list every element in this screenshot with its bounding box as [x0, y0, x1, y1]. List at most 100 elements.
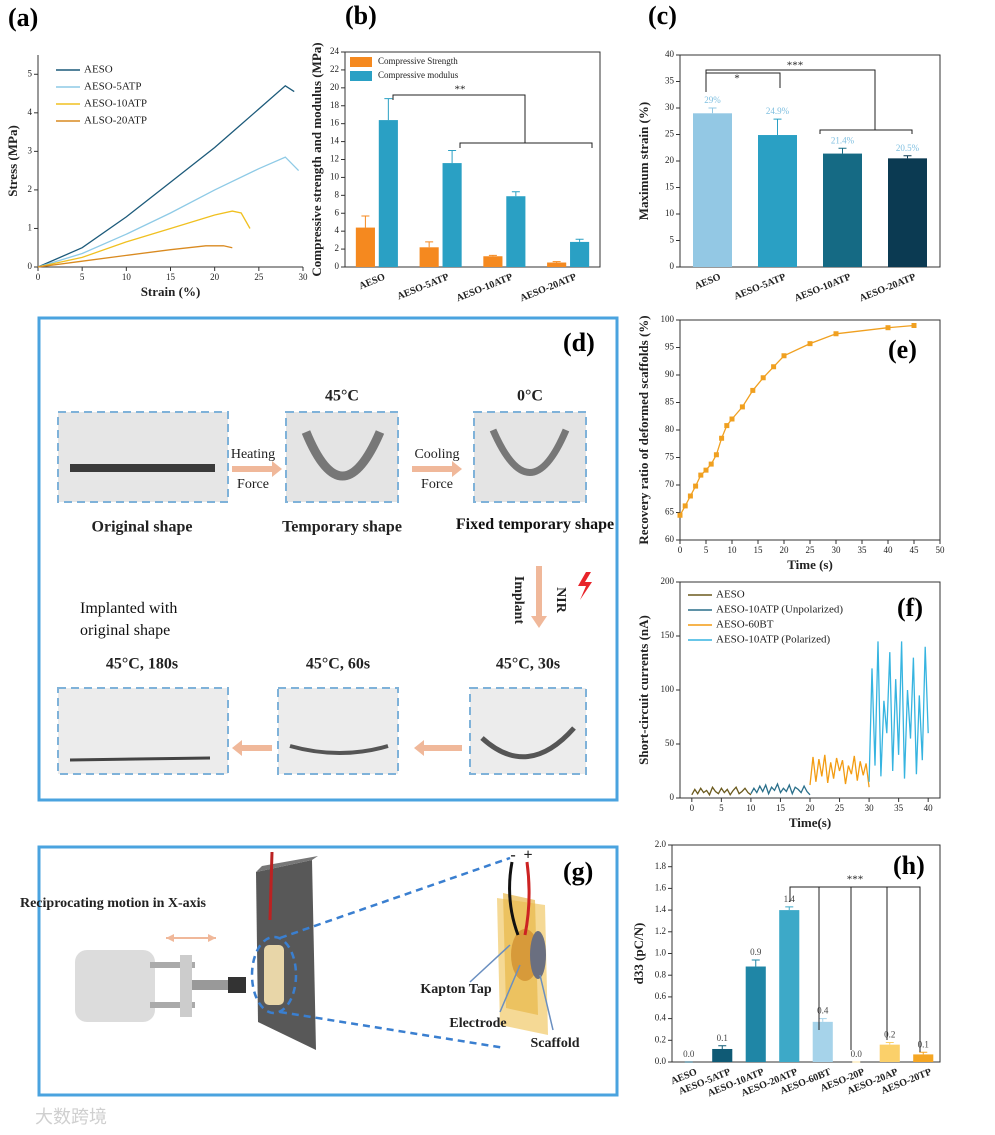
watermark: 大数跨境: [35, 1107, 107, 1128]
x-tick-label: 15: [754, 545, 764, 555]
y-tick-label: 95: [665, 342, 675, 352]
label: 45°C, 60s: [306, 656, 370, 673]
x-tick-label: AESO-10ATP: [455, 272, 515, 305]
x-axis-label: Time (s): [787, 557, 833, 572]
marker: [729, 416, 735, 422]
marker: [781, 353, 787, 359]
label: Implant: [511, 576, 526, 625]
panel-label: (b): [345, 1, 377, 30]
x-tick-label: AESO-10ATP: [793, 272, 853, 305]
samples: [69, 428, 576, 762]
panel-label: (d): [563, 328, 595, 357]
x-tick-label: 15: [166, 272, 176, 282]
line: [691, 785, 752, 797]
y-tick-label: 35: [665, 76, 675, 86]
legend-label: AESO-10ATP (Polarized): [716, 634, 830, 646]
x-tick-label: AESO: [693, 272, 723, 292]
marker: [885, 325, 891, 331]
marker: [760, 375, 766, 381]
line: [809, 754, 870, 788]
bar: [506, 196, 526, 267]
y-tick-label: 0.2: [655, 1034, 666, 1044]
y-tick-label: 0: [670, 261, 675, 271]
y-tick-label: 65: [665, 507, 675, 517]
y-tick-label: 25: [665, 129, 675, 139]
value-label: 20.5%: [896, 143, 920, 153]
bar: [483, 256, 503, 267]
y-tick-label: 10: [330, 171, 340, 181]
error-bar: [575, 238, 584, 242]
marker: [719, 435, 725, 441]
x-tick-label: 10: [746, 803, 756, 813]
y-tick-label: 80: [665, 424, 675, 434]
bar: [758, 135, 797, 267]
x-tick-label: AESO: [357, 272, 387, 292]
error-bar: [785, 906, 794, 911]
y-tick-label: 100: [661, 314, 675, 324]
y-tick-label: 70: [665, 479, 675, 489]
y-tick-label: 12: [330, 154, 339, 164]
label: Force: [421, 477, 453, 492]
y-tick-label: 50: [665, 738, 675, 748]
panel-label: (c): [648, 1, 677, 30]
bar: [888, 158, 927, 267]
bar: [378, 120, 398, 267]
y-tick-label: 22: [330, 64, 339, 74]
x-tick-label: 0: [690, 803, 695, 813]
line: [868, 641, 929, 782]
panel-label: (g): [563, 857, 593, 886]
error-bar: [773, 118, 782, 136]
bar: [745, 966, 766, 1062]
y-tick-label: 1: [28, 223, 33, 233]
y-tick-label: 0: [335, 261, 340, 271]
marker: [698, 472, 704, 478]
bar: [570, 241, 590, 267]
label: Original shape: [92, 519, 193, 536]
x-tick-label: 10: [122, 272, 132, 282]
label: Temporary shape: [282, 519, 402, 536]
x-tick-label: 0: [36, 272, 41, 282]
error-bar: [448, 150, 457, 164]
label: Electrode: [449, 1016, 506, 1031]
x-tick-label: AESO-20ATP: [519, 272, 579, 305]
label: Fixed temporary shape: [455, 516, 615, 533]
legend-label: AESO-60BT: [716, 619, 774, 631]
y-tick-label: 1.4: [655, 904, 667, 914]
x-tick-label: 45: [910, 545, 920, 555]
y-tick-label: 75: [665, 452, 675, 462]
marker: [703, 467, 709, 473]
marker: [724, 423, 730, 429]
error-bar: [384, 98, 393, 121]
y-tick-label: 5: [28, 68, 33, 78]
value-label: 24.9%: [766, 106, 790, 116]
line: [679, 324, 915, 516]
x-tick-label: 20: [780, 545, 790, 555]
y-tick-label: 0.8: [655, 969, 667, 979]
y-tick-label: 15: [665, 182, 675, 192]
label: Reciprocating motion in X-axis: [20, 896, 207, 911]
x-tick-label: 30: [832, 545, 842, 555]
error-bar: [708, 107, 717, 114]
y-tick-label: 20: [330, 82, 340, 92]
error-bar: [552, 261, 561, 263]
y-tick-label: 1.0: [655, 948, 667, 958]
error-bar: [885, 1041, 894, 1045]
marker: [911, 323, 917, 328]
y-tick-label: 1.6: [655, 882, 667, 892]
line: [37, 245, 233, 268]
nir-icon: [578, 572, 592, 600]
bar: [823, 153, 862, 267]
x-tick-label: 5: [704, 545, 709, 555]
error-bar: [718, 1045, 727, 1049]
y-tick-label: 90: [665, 369, 675, 379]
x-tick-label: 30: [299, 272, 309, 282]
panel-frame: [37, 845, 619, 1097]
value-label: 0.0: [851, 1049, 863, 1059]
line: [37, 156, 300, 268]
x-tick-label: 5: [719, 803, 724, 813]
y-axis-label: d33 (pC/N): [631, 923, 646, 985]
panel-frame: [37, 316, 619, 802]
y-axis-label: Short-circuit currents (nA): [636, 615, 651, 765]
x-tick-label: AESO-5ATP: [396, 272, 451, 303]
